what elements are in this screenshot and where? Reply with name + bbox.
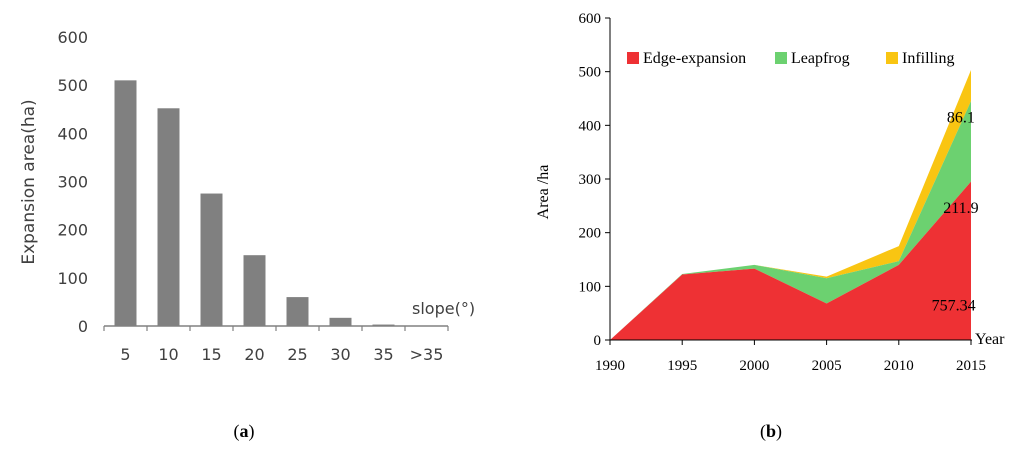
area-chart-x-axis-label: Year [975,331,1005,348]
y-tick-label: 0 [594,333,602,349]
y-tick-label: 200 [57,221,88,240]
bar-chart-panel-a: 0 100 200 300 400 500 600 5 10 15 20 25 30 35 >35 Exp… [19,28,475,364]
bar-10 [157,108,180,326]
x-tick-label: 2015 [956,358,986,374]
y-tick-label: 100 [579,279,602,295]
x-tick-label: 25 [287,345,307,364]
bar-5 [114,80,137,326]
y-tick-label: 400 [579,118,602,134]
y-tick-label: 300 [57,173,88,192]
legend-swatch-edge-expansion [627,52,639,64]
legend-swatch-infilling [886,52,898,64]
area-chart-areas [610,70,971,340]
panel-label-b: (b) [760,421,782,442]
bar-25 [286,297,309,326]
y-tick-label: 300 [579,172,602,188]
bar-chart-x-axis-label: slope(°) [412,299,475,318]
legend-label: Edge-expansion [643,50,746,67]
bar-chart-x-ticks [103,326,449,331]
bar-chart-x-tick-labels: 5 10 15 20 25 30 35 >35 [120,345,443,364]
area-chart-annotations: 86.1 211.9 757.34 [932,110,979,315]
y-tick-label: 100 [57,269,88,288]
y-tick-label: 500 [579,65,602,81]
area-chart-y-ticks: 0 100 200 300 400 500 600 [579,11,610,349]
legend-label: Infilling [902,50,954,67]
bar-chart-bars [114,80,395,326]
annotation-label: 86.1 [947,110,975,127]
area-chart-y-axis-label: Area /ha [535,165,552,220]
x-tick-label: 1990 [595,358,625,374]
x-tick-label: 2000 [739,358,769,374]
legend-label: Leapfrog [791,50,850,67]
bar-chart-y-axis-label: Expansion area(ha) [19,99,39,264]
panel-label-a: (a) [234,421,255,442]
area-chart-x-ticks: 1990 1995 2000 2005 2010 2015 [595,340,986,374]
y-tick-label: 500 [57,76,88,95]
area-chart-legend: Edge-expansion Leapfrog Infilling [627,50,954,67]
x-tick-label: 35 [373,345,393,364]
x-tick-label: 15 [201,345,221,364]
x-tick-label: 1995 [667,358,697,374]
area-edge-expansion [610,181,971,340]
x-tick-label: >35 [410,345,444,364]
x-tick-label: 10 [158,345,178,364]
y-tick-label: 200 [579,226,602,242]
y-tick-label: 400 [57,124,88,143]
x-tick-label: 2005 [812,358,842,374]
y-tick-label: 600 [57,28,88,47]
x-tick-label: 5 [120,345,130,364]
x-tick-label: 30 [330,345,350,364]
x-tick-label: 20 [244,345,264,364]
annotation-label: 211.9 [943,200,978,217]
y-tick-label: 0 [78,317,88,336]
bar-15 [200,193,223,326]
bar-30 [329,317,352,326]
annotation-label: 757.34 [932,297,976,314]
bar-chart-y-ticks: 0 100 200 300 400 500 600 [57,28,88,336]
bar-20 [243,255,266,326]
x-tick-label: 2010 [884,358,914,374]
legend-swatch-leapfrog [775,52,787,64]
area-chart-panel-b: 0 100 200 300 400 500 600 1990 1995 2000 2005 2010… [535,11,1005,374]
y-tick-label: 600 [579,11,602,27]
